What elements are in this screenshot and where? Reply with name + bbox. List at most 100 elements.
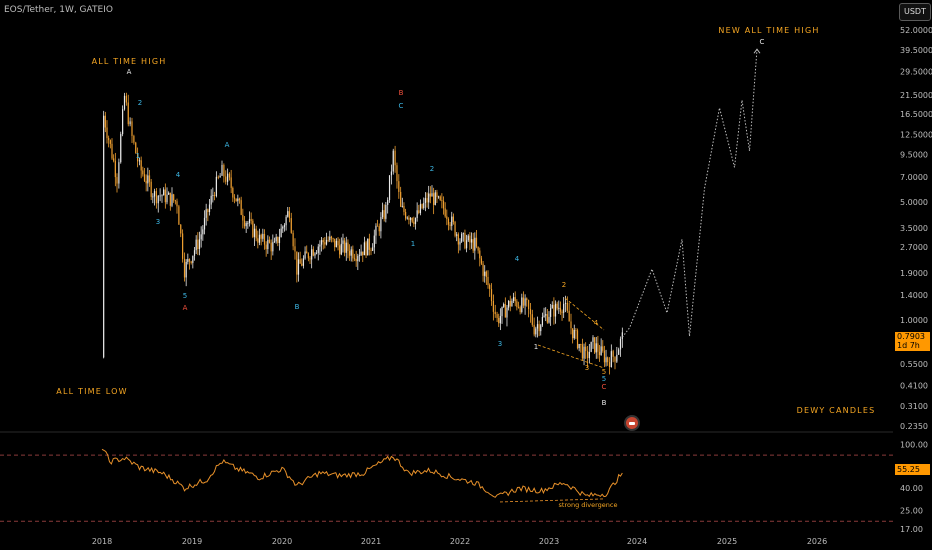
candle-body [195,239,197,251]
candle-body [461,234,463,242]
candle-body [416,210,418,219]
candle-body [242,214,244,221]
bar-countdown: 1d 7h [897,341,920,350]
candle-body [612,351,614,357]
candle-body [142,170,144,175]
candle-body [348,250,351,256]
candle-body [594,337,596,353]
candle-body [385,204,387,219]
candle-body [166,194,168,203]
candle-body [470,239,473,243]
price-axis-tick-label: 16.5000 [900,110,932,119]
wave-label: C [760,38,765,46]
candle-body [307,253,309,259]
price-annotation: DEWY CANDLES [797,406,876,415]
candle-body [148,175,151,182]
candle-body [540,325,542,332]
time-axis-tick-label: 2026 [807,537,827,546]
candle-body [182,233,184,259]
candle-body [363,242,366,256]
candle-body [262,233,264,239]
rsi-axis-tick-label: 25.00 [900,507,923,516]
candle-body [559,307,562,312]
candle-body [268,239,271,243]
candle-body [573,330,575,339]
candle-body [131,121,133,136]
candle-body [277,236,279,243]
candle-body [161,195,163,197]
candle-body [441,199,443,201]
candle-body [245,223,247,227]
candle-body [482,263,484,276]
candle-body [153,191,156,197]
price-axis-tick-label: 52.0000 [900,26,932,35]
candle-body [316,252,318,254]
candle-body [272,242,274,252]
currency-button[interactable]: USDT [899,3,931,21]
candle-body [462,233,464,235]
candle-body [155,191,157,204]
candle-body [592,337,594,342]
candle-body [235,198,237,202]
candle-body [173,194,175,201]
wave-label: 3 [498,340,502,348]
candle-body [314,253,316,256]
candle-body [159,195,161,197]
candle-body [263,233,266,245]
channel-upper-line [564,297,605,331]
candle-body [553,304,555,317]
candle-body [233,197,236,199]
candle-body [376,225,379,227]
candle-body [424,198,426,204]
candle-body [583,346,585,359]
candle-body [288,211,291,219]
candle-body [406,217,408,219]
candle-body [238,198,241,201]
candle-body [109,140,111,144]
candle-body [517,307,520,308]
candle-body [302,258,305,266]
candle-body [503,304,505,307]
candle-body [169,192,171,206]
candle-body [309,258,311,260]
candle-body [283,225,286,227]
candle-body [563,303,565,313]
candle-body [428,193,430,203]
candle-body [531,314,533,325]
rsi-annotation: strong divergence [559,501,618,509]
candle-body [192,255,194,263]
candle-body [330,236,333,239]
candle-body [464,233,466,249]
candle-body [401,206,403,207]
price-axis-tick-label: 21.5000 [900,91,932,100]
candle-body [215,176,217,197]
wave-label: 5 [602,368,606,376]
candle-body [219,175,221,178]
candle-body [365,242,367,256]
candle-body [180,224,182,234]
wave-label: 5 [602,375,606,383]
candle-body [439,196,441,200]
candle-body [578,344,580,349]
wave-label: 1 [136,152,140,160]
candle-body [247,223,249,224]
candle-body [296,251,298,275]
candle-body [437,196,440,198]
candle-body [187,259,189,262]
candle-body [423,203,425,209]
candle-body [521,297,523,313]
candle-body [524,298,526,306]
candle-body [392,150,394,172]
candle-body [388,175,391,201]
candle-body [546,314,548,323]
rsi-divergence-line [499,498,606,503]
candle-body [492,301,494,312]
candle-body [576,330,579,349]
candle-body [368,238,370,250]
candle-body [104,115,106,128]
candle-body [319,244,321,247]
candle-body [499,316,501,324]
candle-body [297,259,300,275]
candle-body [614,356,616,362]
